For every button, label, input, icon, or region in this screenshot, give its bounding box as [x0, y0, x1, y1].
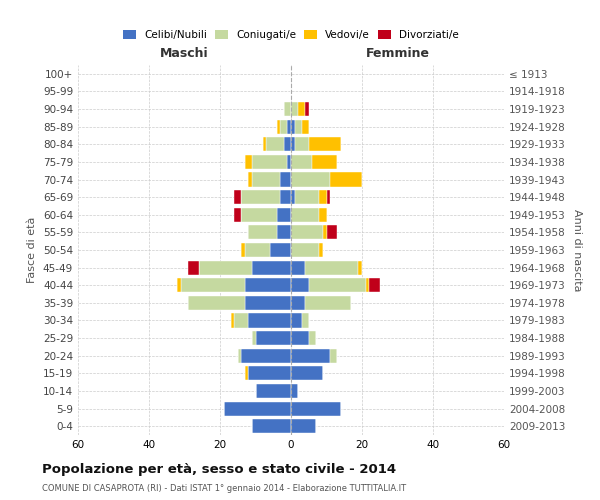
Bar [326, 226, 337, 239]
Bar [305, 102, 309, 116]
Bar [245, 243, 270, 257]
Bar [284, 137, 291, 152]
Bar [330, 172, 362, 186]
Bar [313, 155, 337, 169]
Bar [369, 278, 380, 292]
Bar [291, 172, 330, 186]
Bar [270, 243, 291, 257]
Bar [358, 260, 362, 274]
Bar [309, 137, 341, 152]
Bar [291, 419, 316, 433]
Bar [319, 208, 326, 222]
Bar [252, 260, 291, 274]
Bar [241, 190, 280, 204]
Bar [230, 314, 234, 328]
Bar [291, 190, 295, 204]
Bar [280, 190, 291, 204]
Bar [248, 172, 252, 186]
Bar [252, 172, 280, 186]
Bar [178, 278, 181, 292]
Bar [291, 314, 302, 328]
Bar [277, 120, 280, 134]
Bar [248, 226, 277, 239]
Bar [234, 208, 241, 222]
Bar [234, 190, 241, 204]
Bar [266, 137, 284, 152]
Bar [277, 226, 291, 239]
Bar [291, 208, 319, 222]
Legend: Celibi/Nubili, Coniugati/e, Vedovi/e, Divorziati/e: Celibi/Nubili, Coniugati/e, Vedovi/e, Di… [119, 26, 463, 44]
Bar [241, 348, 291, 363]
Bar [241, 243, 245, 257]
Bar [245, 366, 248, 380]
Bar [252, 155, 287, 169]
Bar [295, 137, 309, 152]
Bar [323, 226, 326, 239]
Bar [295, 190, 319, 204]
Bar [245, 296, 291, 310]
Bar [291, 366, 323, 380]
Bar [302, 120, 309, 134]
Bar [188, 260, 199, 274]
Bar [291, 402, 341, 415]
Bar [291, 384, 298, 398]
Bar [284, 102, 291, 116]
Bar [181, 278, 245, 292]
Bar [291, 348, 330, 363]
Bar [252, 331, 256, 345]
Bar [224, 402, 291, 415]
Bar [295, 120, 302, 134]
Bar [280, 120, 287, 134]
Text: Popolazione per età, sesso e stato civile - 2014: Popolazione per età, sesso e stato civil… [42, 462, 396, 475]
Bar [188, 296, 245, 310]
Bar [319, 243, 323, 257]
Bar [248, 366, 291, 380]
Bar [291, 278, 309, 292]
Text: Femmine: Femmine [365, 46, 430, 60]
Bar [309, 278, 365, 292]
Bar [291, 155, 313, 169]
Bar [309, 331, 316, 345]
Bar [291, 226, 323, 239]
Y-axis label: Anni di nascita: Anni di nascita [572, 209, 582, 291]
Bar [245, 155, 252, 169]
Bar [199, 260, 252, 274]
Y-axis label: Fasce di età: Fasce di età [28, 217, 37, 283]
Bar [241, 208, 277, 222]
Bar [234, 314, 248, 328]
Bar [277, 208, 291, 222]
Bar [291, 137, 295, 152]
Bar [287, 120, 291, 134]
Bar [252, 419, 291, 433]
Bar [238, 348, 241, 363]
Bar [245, 278, 291, 292]
Bar [305, 296, 352, 310]
Bar [319, 190, 326, 204]
Bar [256, 384, 291, 398]
Bar [248, 314, 291, 328]
Bar [263, 137, 266, 152]
Bar [326, 190, 330, 204]
Bar [298, 102, 305, 116]
Bar [302, 314, 309, 328]
Bar [291, 331, 309, 345]
Bar [291, 120, 295, 134]
Bar [287, 155, 291, 169]
Bar [291, 296, 305, 310]
Bar [291, 102, 298, 116]
Bar [291, 243, 319, 257]
Bar [305, 260, 358, 274]
Text: Maschi: Maschi [160, 46, 209, 60]
Bar [256, 331, 291, 345]
Bar [291, 260, 305, 274]
Bar [330, 348, 337, 363]
Text: COMUNE DI CASAPROTA (RI) - Dati ISTAT 1° gennaio 2014 - Elaborazione TUTTITALIA.: COMUNE DI CASAPROTA (RI) - Dati ISTAT 1°… [42, 484, 406, 493]
Bar [280, 172, 291, 186]
Bar [365, 278, 369, 292]
